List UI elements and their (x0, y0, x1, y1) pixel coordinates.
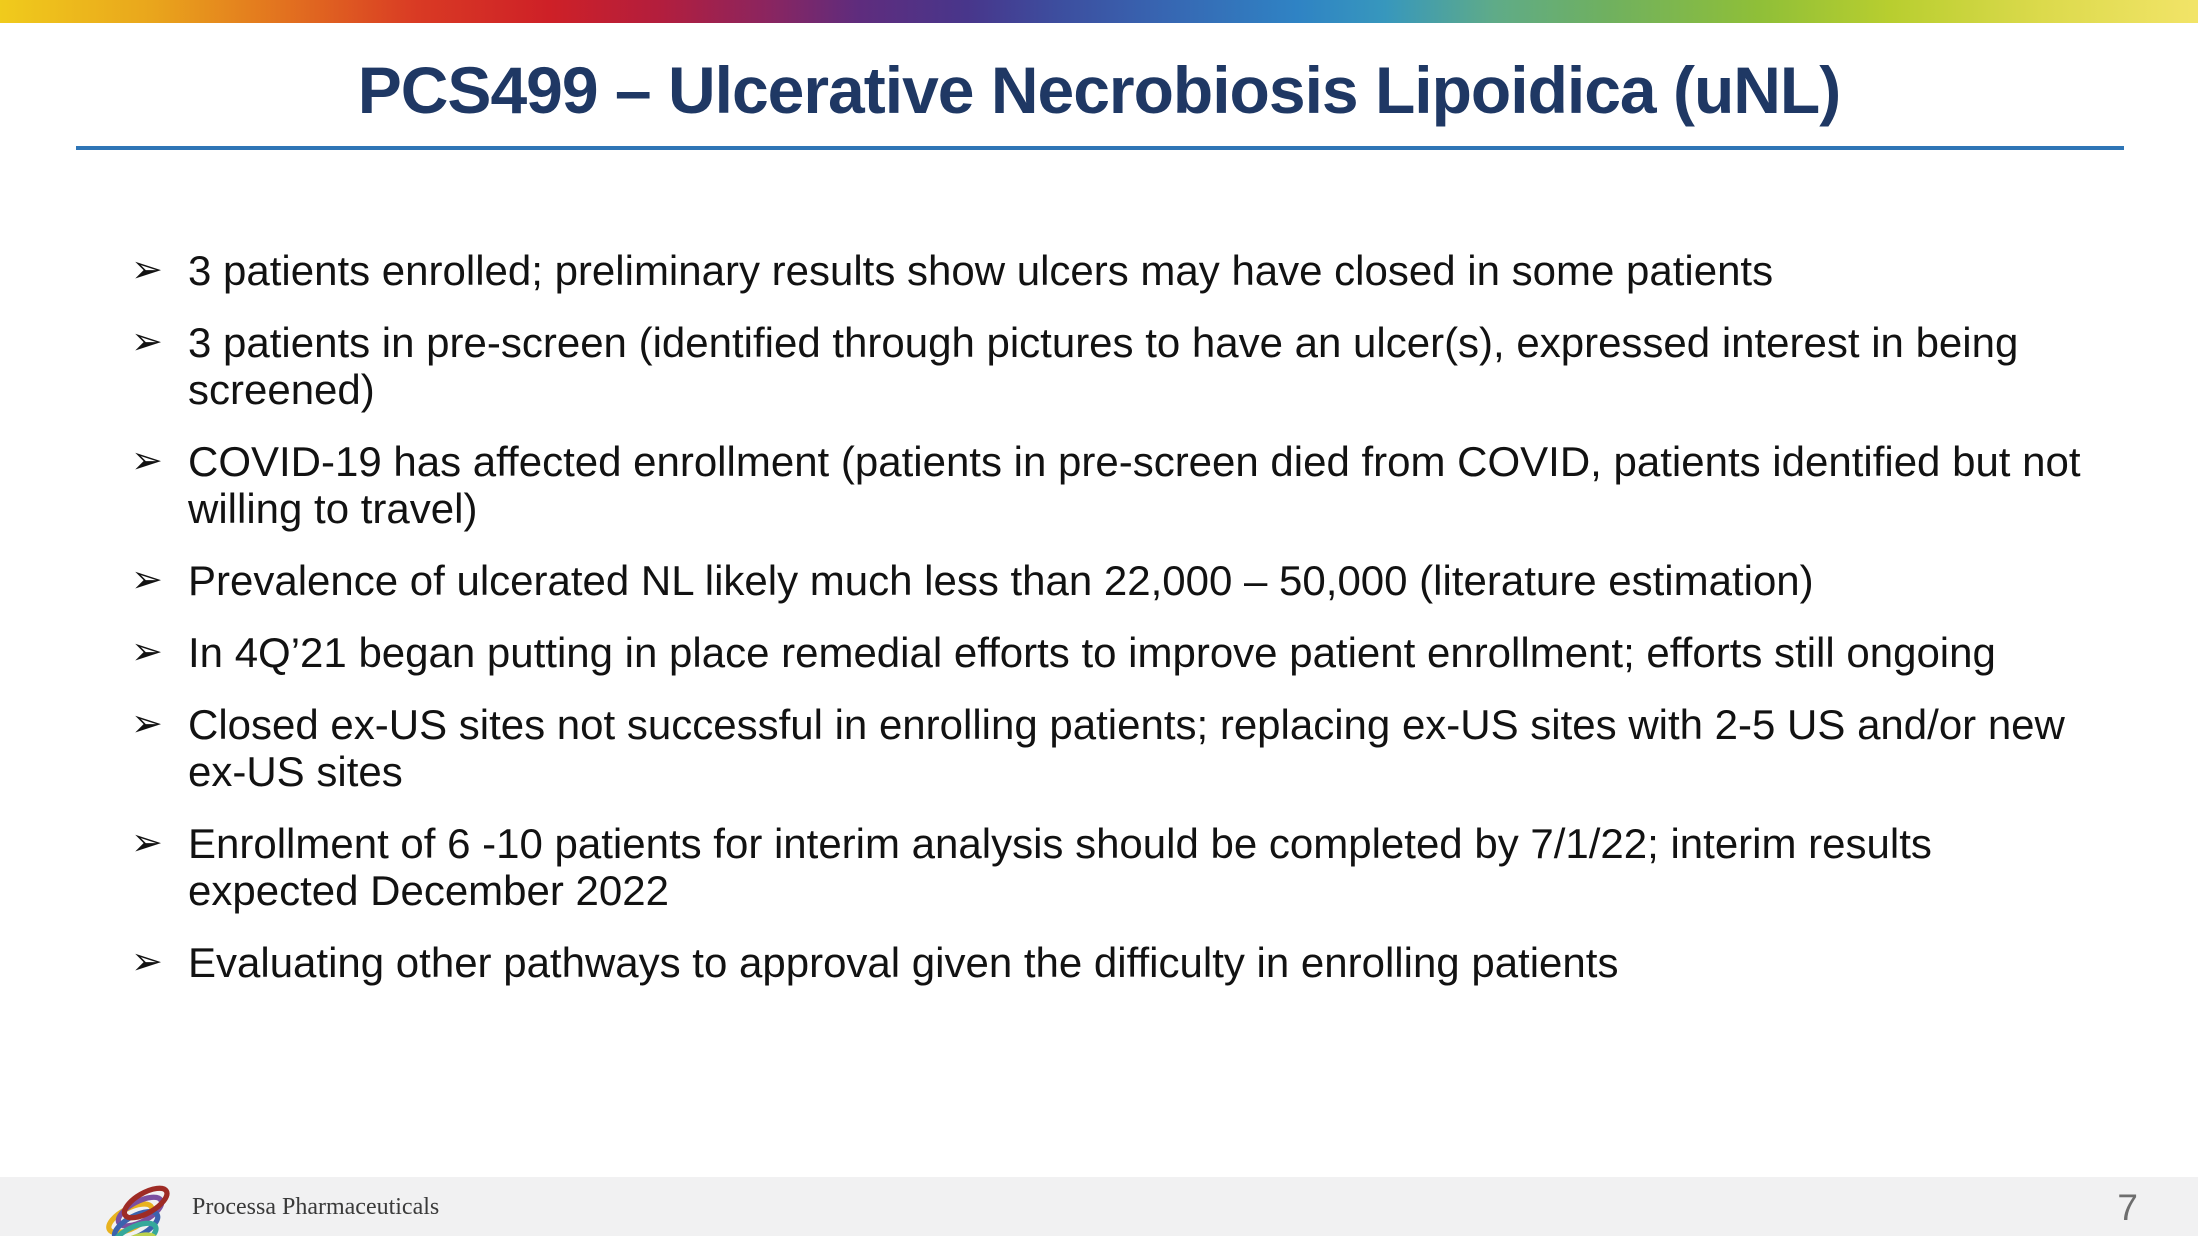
title-underline-rule (76, 146, 2124, 150)
page-title: PCS499 – Ulcerative Necrobiosis Lipoidic… (357, 53, 1841, 127)
page-number: 7 (2117, 1187, 2138, 1228)
processa-logo-rings-icon (106, 1185, 170, 1236)
arrow-bullet-icon: ➢ (131, 559, 163, 601)
footer-brand-text: Processa Pharmaceuticals (192, 1194, 440, 1220)
bullet-text: Enrollment of 6 -10 patients for interim… (188, 820, 1932, 914)
arrow-bullet-icon: ➢ (131, 440, 163, 482)
list-item: ➢ Enrollment of 6 -10 patients for inter… (131, 820, 2087, 914)
list-item: ➢ 3 patients in pre-screen (identified t… (131, 319, 2087, 413)
arrow-bullet-icon: ➢ (131, 249, 163, 291)
list-item: ➢ Evaluating other pathways to approval … (131, 939, 2087, 986)
arrow-bullet-icon: ➢ (131, 631, 163, 673)
arrow-bullet-icon: ➢ (131, 822, 163, 864)
bullet-list: ➢ 3 patients enrolled; preliminary resul… (131, 247, 2087, 1011)
bullet-text: COVID-19 has affected enrollment (patien… (188, 438, 2081, 532)
list-item: ➢ Prevalence of ulcerated NL likely much… (131, 557, 2087, 604)
footer-bar: Processa Pharmaceuticals 7 (0, 1177, 2198, 1236)
arrow-bullet-icon: ➢ (131, 321, 163, 363)
bullet-text: Closed ex-US sites not successful in enr… (188, 701, 2065, 795)
list-item: ➢ 3 patients enrolled; preliminary resul… (131, 247, 2087, 294)
arrow-bullet-icon: ➢ (131, 941, 163, 983)
rainbow-gradient-bar (0, 0, 2198, 23)
list-item: ➢ Closed ex-US sites not successful in e… (131, 701, 2087, 795)
bullet-text: In 4Q’21 began putting in place remedial… (188, 629, 1996, 676)
bullet-text: 3 patients enrolled; preliminary results… (188, 247, 1774, 294)
bullet-text: Prevalence of ulcerated NL likely much l… (188, 557, 1814, 604)
arrow-bullet-icon: ➢ (131, 703, 163, 745)
list-item: ➢ In 4Q’21 began putting in place remedi… (131, 629, 2087, 676)
bullet-text: 3 patients in pre-screen (identified thr… (188, 319, 2019, 413)
bullet-text: Evaluating other pathways to approval gi… (188, 939, 1619, 986)
list-item: ➢ COVID-19 has affected enrollment (pati… (131, 438, 2087, 532)
